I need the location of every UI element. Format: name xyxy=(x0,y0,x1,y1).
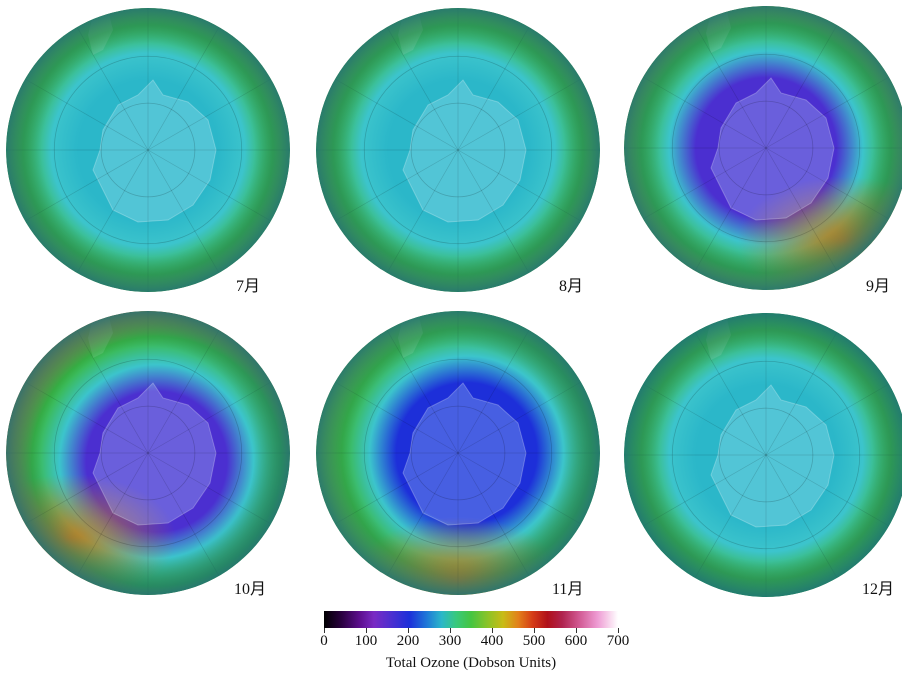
colorbar-tick xyxy=(366,628,367,633)
ozone-globe xyxy=(316,8,600,292)
ozone-colorbar xyxy=(324,611,618,628)
colorbar-tick xyxy=(534,628,535,633)
colorbar-title: Total Ozone (Dobson Units) xyxy=(385,655,557,671)
colorbar-tick-label: 600 xyxy=(564,633,588,649)
month-label-jul: 7月 xyxy=(236,278,261,295)
colorbar-tick xyxy=(492,628,493,633)
ozone-globe xyxy=(624,313,902,597)
ozone-globe xyxy=(316,311,600,595)
colorbar-legend: 0 100 200 300 400 500 600 700 Total Ozone (Dobs… xyxy=(320,611,629,675)
colorbar-tick-label: 100 xyxy=(354,633,378,649)
colorbar-tick-label: 500 xyxy=(522,633,546,649)
month-label-dec: 12月 xyxy=(862,581,895,598)
colorbar-tick xyxy=(408,628,409,633)
month-label-aug: 8月 xyxy=(559,278,584,295)
colorbar-tick-label: 700 xyxy=(606,633,630,649)
colorbar-tick-label: 200 xyxy=(396,633,420,649)
ozone-globe xyxy=(624,6,902,290)
colorbar-tick-label: 400 xyxy=(480,633,504,649)
ozone-globe xyxy=(6,311,290,595)
ozone-globe xyxy=(6,8,290,292)
month-label-sep: 9月 xyxy=(866,278,891,295)
colorbar-tick xyxy=(450,628,451,633)
colorbar-tick xyxy=(618,628,619,633)
colorbar-tick xyxy=(576,628,577,633)
month-label-oct: 10月 xyxy=(234,581,267,598)
colorbar-tick xyxy=(324,628,325,633)
colorbar-tick-label: 300 xyxy=(438,633,462,649)
month-label-nov: 11月 xyxy=(552,581,584,598)
colorbar-tick-label: 0 xyxy=(320,633,328,649)
